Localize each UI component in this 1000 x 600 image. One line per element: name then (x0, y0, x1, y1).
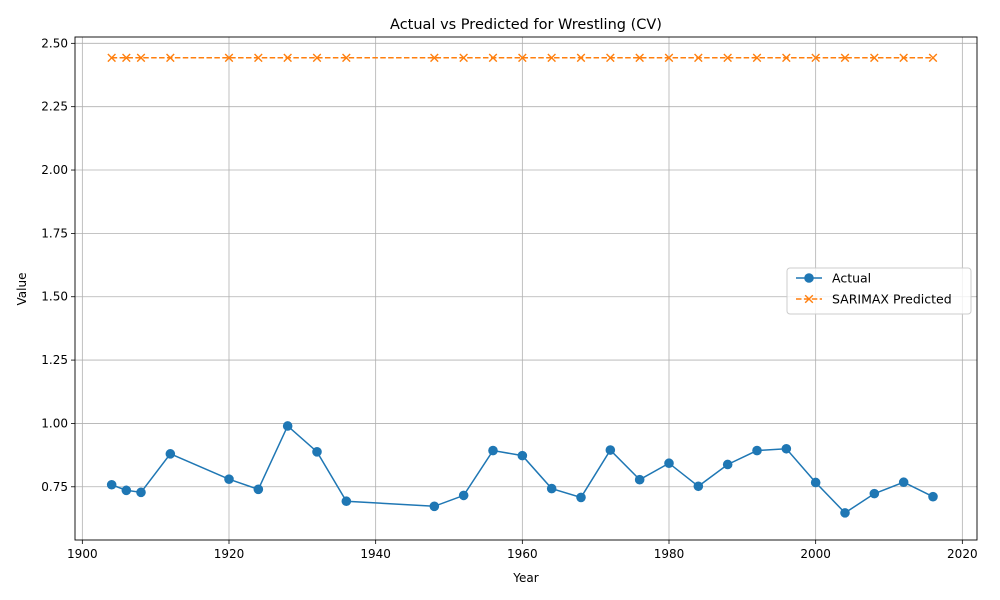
x-tick-label: 1900 (67, 547, 98, 561)
x-axis: 1900 1920 1940 1960 1980 2000 2020 (67, 540, 978, 561)
actual-point (693, 481, 704, 492)
sarimax-predicted-point (928, 53, 938, 63)
actual-point (869, 488, 880, 499)
x-tick-label: 1960 (507, 547, 538, 561)
actual-point (722, 459, 733, 470)
sarimax-predicted-point (840, 53, 850, 63)
sarimax-predicted-point (811, 53, 820, 63)
sarimax-predicted-point (254, 53, 263, 63)
y-tick-label: 1.25 (41, 353, 68, 367)
y-tick-label: 1.00 (41, 416, 68, 430)
actual-point (458, 490, 469, 501)
actual-point (106, 479, 117, 490)
series-layer (106, 53, 938, 518)
actual-point (121, 485, 132, 496)
sarimax-predicted-point (283, 53, 292, 63)
series-sarimax-predicted (107, 53, 938, 63)
actual-point (664, 458, 674, 469)
x-tick-label: 1940 (360, 547, 391, 561)
actual-point (224, 474, 234, 484)
actual-point (928, 491, 938, 502)
actual-point (546, 483, 557, 494)
actual-point (634, 474, 645, 485)
y-tick-label: 2.50 (41, 36, 68, 50)
actual-point (840, 508, 850, 518)
sarimax-predicted-point (312, 53, 322, 63)
actual-point (136, 487, 146, 498)
sarimax-predicted-point (518, 53, 527, 63)
sarimax-predicted-point (136, 53, 146, 63)
y-tick-label: 2.25 (41, 100, 68, 114)
sarimax-predicted-point (459, 53, 468, 63)
legend: Actual SARIMAX Predicted (786, 267, 972, 315)
actual-point (488, 445, 498, 456)
sarimax-predicted-point (752, 53, 762, 63)
sarimax-predicted-point (547, 53, 556, 63)
sarimax-predicted-point (694, 53, 703, 63)
sarimax-predicted-point (430, 53, 439, 63)
legend-sarimax-predicted-marker (804, 294, 814, 304)
sarimax-predicted-point (488, 53, 498, 63)
y-axis: 0.75 1.00 1.25 1.50 1.75 2.00 2.25 2.50 (41, 36, 75, 494)
actual-point (898, 477, 909, 488)
actual-point (576, 492, 586, 503)
sarimax-predicted-point (635, 53, 644, 63)
actual-point (429, 501, 440, 512)
x-tick-label: 1980 (654, 547, 685, 561)
actual-point (605, 445, 616, 455)
x-axis-label: Year (512, 571, 538, 585)
actual-point (312, 447, 322, 457)
sarimax-predicted-point (224, 53, 234, 63)
y-tick-label: 1.75 (41, 226, 68, 240)
sarimax-predicted-point (723, 53, 732, 63)
legend-actual-marker (804, 273, 814, 283)
actual-point (282, 421, 293, 431)
x-tick-label: 2020 (947, 547, 978, 561)
sarimax-predicted-point (606, 53, 615, 63)
actual-point (810, 477, 821, 488)
actual-point (253, 484, 264, 495)
actual-point (781, 443, 792, 454)
legend-label: Actual (832, 271, 871, 286)
y-tick-label: 0.75 (41, 480, 68, 494)
sarimax-predicted-point (342, 53, 351, 63)
y-axis-label: Value (15, 273, 29, 306)
actual-point (752, 445, 762, 456)
legend-box (786, 267, 972, 315)
x-tick-label: 2000 (800, 547, 831, 561)
y-tick-label: 1.50 (41, 290, 68, 304)
x-tick-label: 1920 (214, 547, 245, 561)
sarimax-predicted-point (899, 53, 908, 63)
sarimax-predicted-point (782, 53, 791, 63)
actual-point (165, 449, 176, 459)
series-actual (106, 421, 938, 518)
y-tick-label: 2.00 (41, 163, 68, 177)
chart-title: Actual vs Predicted for Wrestling (CV) (390, 17, 662, 33)
legend-label: SARIMAX Predicted (832, 292, 952, 307)
sarimax-predicted-point (122, 53, 131, 63)
actual-point (341, 496, 352, 507)
sarimax-predicted-point (166, 53, 175, 63)
plot-frame (74, 36, 978, 541)
sarimax-predicted-point (870, 53, 879, 63)
actual-point (517, 450, 528, 461)
sarimax-predicted-point (107, 53, 116, 63)
sarimax-predicted-point (576, 53, 586, 63)
sarimax-predicted-point (664, 53, 674, 63)
